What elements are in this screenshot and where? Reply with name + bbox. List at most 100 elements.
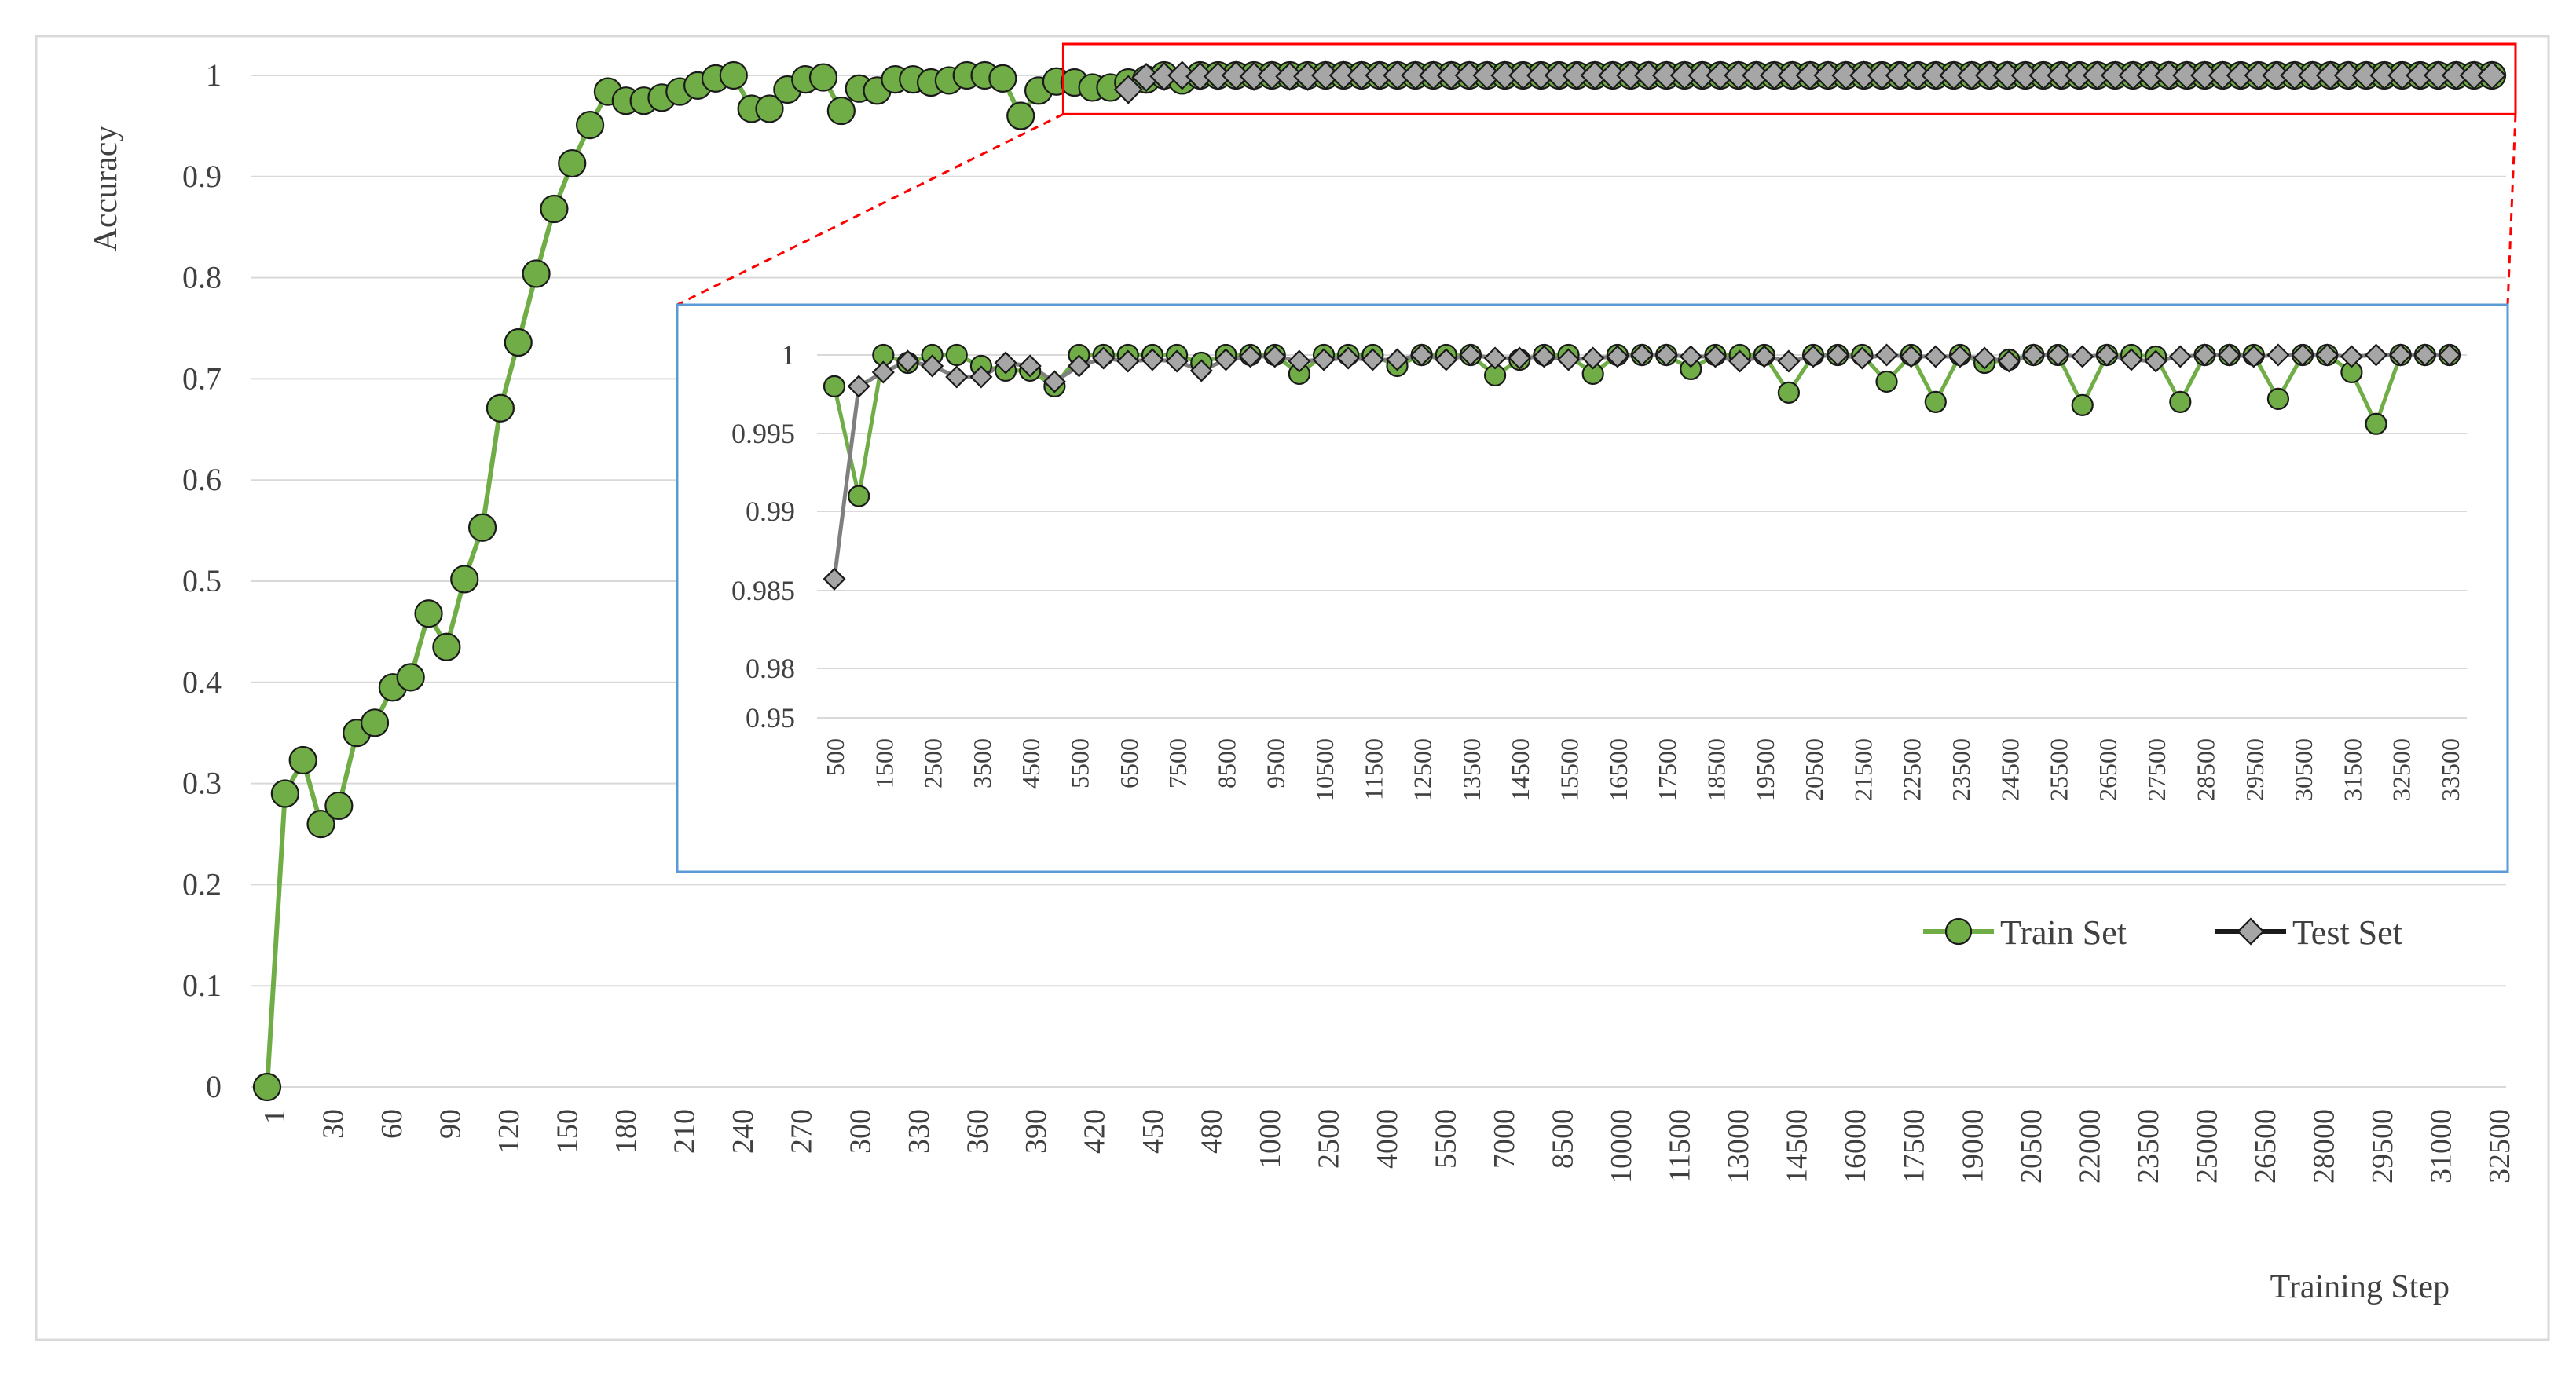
legend: Train Set Test Set xyxy=(1923,913,2402,952)
main-x-tick-label: 32500 xyxy=(2483,1109,2516,1184)
main-x-tick-label: 23500 xyxy=(2132,1109,2165,1184)
main-y-tick-label: 0.2 xyxy=(182,866,222,902)
inset-x-tick-label: 15500 xyxy=(1555,738,1584,801)
inset-test-point xyxy=(2218,343,2241,367)
inset-x-tick-label: 16500 xyxy=(1604,738,1632,801)
inset-x-tick-label: 12500 xyxy=(1409,738,1437,801)
main-x-tick-label: 5500 xyxy=(1430,1109,1463,1169)
train-point xyxy=(1006,101,1035,130)
inset-test-point xyxy=(1018,354,1042,378)
train-point xyxy=(504,328,533,357)
inset-test-point xyxy=(1385,348,1409,371)
legend-test-marker xyxy=(2237,917,2265,946)
inset-x-tick-label: 6500 xyxy=(1115,738,1143,789)
inset-test-point xyxy=(1263,345,1287,368)
train-point xyxy=(540,194,569,224)
train-point xyxy=(306,810,335,839)
inset-x-tick-label: 1500 xyxy=(870,738,898,789)
main-y-tick-label: 0.7 xyxy=(182,360,222,396)
inset-test-point xyxy=(1924,345,1948,368)
inset-y-tick-label: 1 xyxy=(781,339,795,371)
inset-x-tick-label: 23500 xyxy=(1947,738,1975,801)
inset-train-point xyxy=(2169,390,2192,413)
main-x-tick-label: 390 xyxy=(1020,1109,1053,1154)
inset-x-tick-label: 31500 xyxy=(2338,738,2366,801)
inset-x-tick-label: 8500 xyxy=(1212,738,1240,789)
inset-x-tick-label: 500 xyxy=(821,738,849,776)
inset-test-point xyxy=(945,365,969,389)
main-x-tick-label: 360 xyxy=(961,1109,994,1154)
inset-test-point xyxy=(823,567,846,591)
inset-x-tick-label: 2500 xyxy=(919,738,947,789)
inset-x-tick-label: 4500 xyxy=(1017,738,1045,789)
train-point xyxy=(252,1072,282,1102)
main-y-tick-label: 0.9 xyxy=(182,159,222,194)
inset-test-point xyxy=(1092,346,1116,370)
main-x-tick-label: 120 xyxy=(493,1109,526,1154)
train-point xyxy=(360,708,390,737)
main-x-tick-label: 1 xyxy=(258,1109,291,1124)
inset-test-point xyxy=(2389,343,2413,367)
inset-test-point xyxy=(969,365,993,389)
inset-test-point xyxy=(2168,345,2192,368)
inset-test-point xyxy=(1556,348,1581,371)
train-point xyxy=(522,259,551,288)
main-y-tick-label: 0.8 xyxy=(182,260,222,295)
main-y-tick-label: 0.4 xyxy=(182,664,222,700)
inset-train-point xyxy=(848,485,870,507)
inset-test-point xyxy=(1067,354,1091,378)
main-x-tick-label: 4000 xyxy=(1371,1109,1404,1169)
inset-train-point xyxy=(945,343,968,367)
inset-test-point xyxy=(847,375,870,398)
inset-test-point xyxy=(2413,343,2437,367)
inset-x-tick-label: 33500 xyxy=(2436,738,2464,801)
train-point xyxy=(575,111,605,140)
main-x-tick-label: 20500 xyxy=(2015,1109,2048,1184)
inset-test-point xyxy=(2364,343,2388,367)
inset-test-point xyxy=(1654,343,1678,367)
train-point xyxy=(826,96,856,126)
inset-test-point xyxy=(1312,348,1336,371)
main-x-tick-label: 10000 xyxy=(1605,1109,1638,1184)
zoom-box xyxy=(1061,42,2517,115)
inset-test-point xyxy=(1459,343,1482,367)
inset-train-point xyxy=(2071,393,2094,416)
main-x-tick-label: 17500 xyxy=(1898,1109,1931,1184)
main-y-tick-label: 0.3 xyxy=(182,766,222,801)
inset-train-point xyxy=(823,375,846,397)
main-x-tick-label: 300 xyxy=(844,1109,877,1154)
inset-y-tick-label: 0.985 xyxy=(731,575,795,606)
main-y-tick-label: 1 xyxy=(206,57,222,93)
inset-test-point xyxy=(1777,349,1801,373)
inset-x-tick-label: 11500 xyxy=(1359,738,1387,800)
train-point xyxy=(414,599,443,628)
inset-test-point xyxy=(2144,349,2167,373)
main-x-tick-label: 2500 xyxy=(1312,1109,1345,1169)
train-point xyxy=(755,94,784,123)
inset-test-point xyxy=(2242,345,2266,368)
main-x-tick-label: 28000 xyxy=(2307,1109,2340,1184)
zoom-indicator xyxy=(676,42,2517,306)
main-x-tick-label: 330 xyxy=(903,1109,936,1154)
inset-train-point xyxy=(1875,370,1898,393)
inset-test-point xyxy=(1703,345,1728,368)
inset-x-tick-label: 18500 xyxy=(1702,738,1730,801)
train-point xyxy=(988,64,1017,93)
inset-test-point xyxy=(1948,345,1972,368)
inset-test-point xyxy=(2047,343,2070,367)
inset-test-point xyxy=(2266,343,2290,367)
inset-test-point xyxy=(921,354,944,378)
inset-train-point xyxy=(2365,412,2387,435)
main-x-tick-label: 90 xyxy=(434,1109,467,1139)
inset-x-tick-label: 30500 xyxy=(2289,738,2318,801)
main-y-axis-label: Accuracy xyxy=(88,126,124,252)
inset-x-tick-label: 26500 xyxy=(2094,738,2122,801)
inset-test-point xyxy=(1410,343,1434,367)
inset-train-point xyxy=(2266,387,2290,410)
inset-test-point xyxy=(1850,346,1874,370)
inset-x-tick-label: 29500 xyxy=(2241,738,2269,801)
inset-test-point xyxy=(2120,348,2143,371)
inset-test-point xyxy=(1336,346,1360,370)
train-point xyxy=(486,393,515,423)
